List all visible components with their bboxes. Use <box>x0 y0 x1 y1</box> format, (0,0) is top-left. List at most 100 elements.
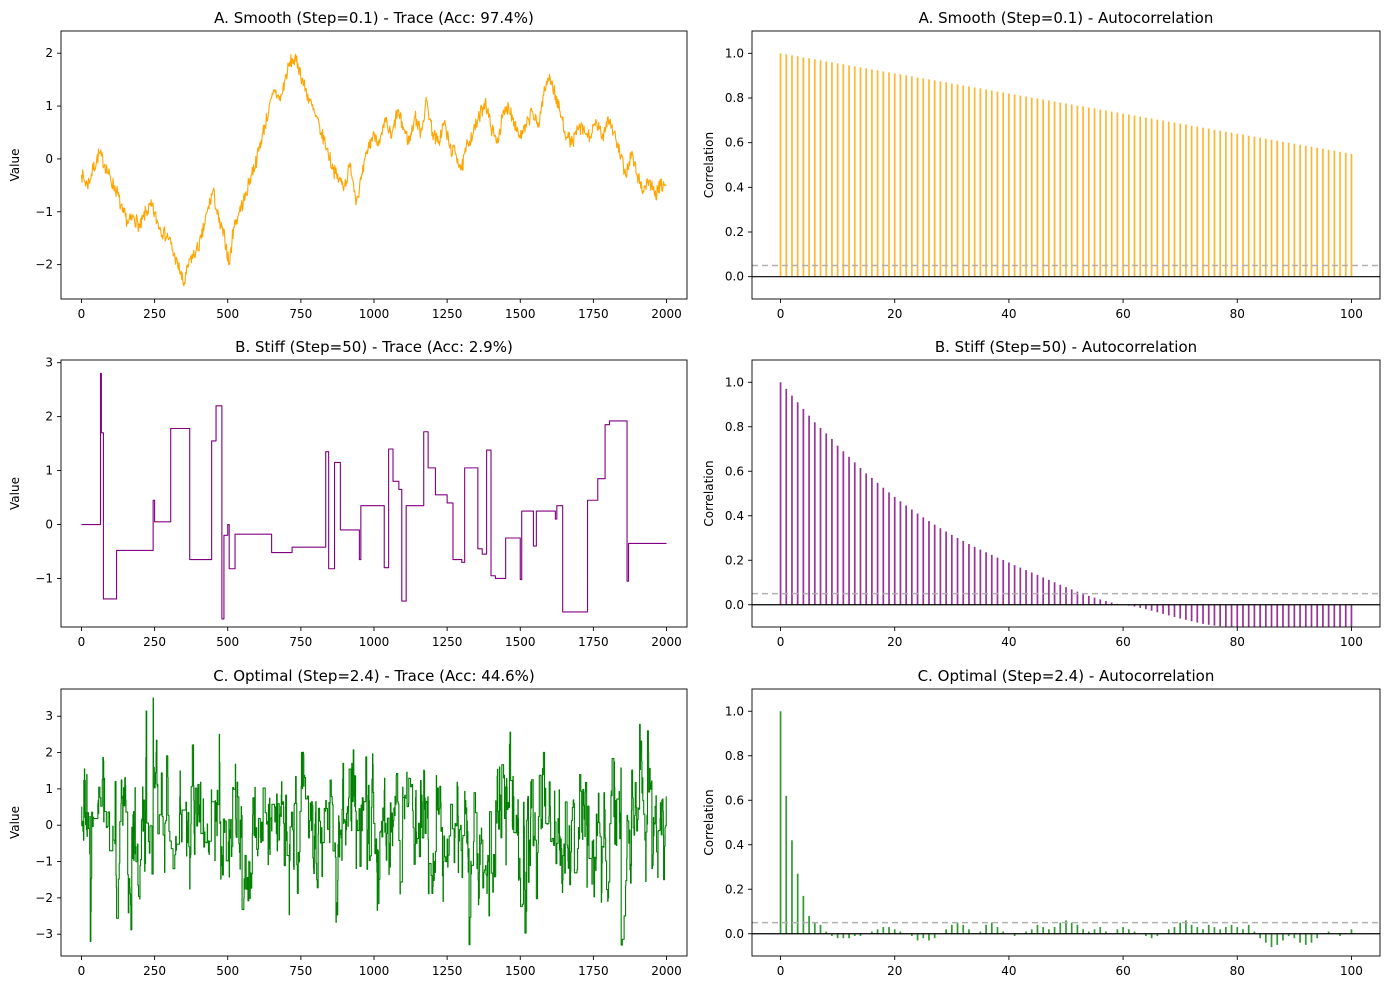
x-tick-label: 40 <box>1001 635 1016 649</box>
x-tick-label: 0 <box>78 964 86 978</box>
chart-title: B. Stiff (Step=50) - Trace (Acc: 2.9%) <box>235 338 513 356</box>
acf-bar <box>1162 604 1164 614</box>
acf-bar <box>1122 113 1124 277</box>
acf-bar <box>1270 604 1273 627</box>
acf-bar <box>1156 933 1159 936</box>
acf-bar <box>831 438 833 605</box>
x-tick-label: 20 <box>887 635 902 649</box>
x-tick-label: 80 <box>1230 635 1245 649</box>
y-tick-label: 0.0 <box>725 598 744 612</box>
acf-bar <box>973 87 976 277</box>
acf-bar <box>785 388 788 605</box>
acf-bar <box>1008 93 1010 277</box>
acf-bar <box>813 922 816 934</box>
y-tick-label: 0 <box>45 152 53 166</box>
acf-bar <box>945 531 947 605</box>
x-tick-label: 40 <box>1001 964 1016 978</box>
acf-bar <box>1093 929 1096 934</box>
acf-bar <box>1070 104 1073 277</box>
acf-bar <box>1242 929 1244 934</box>
acf-bar <box>853 66 856 277</box>
x-tick-label: 2000 <box>651 964 682 978</box>
acf-bar <box>1316 604 1319 627</box>
acf-bar <box>939 81 942 277</box>
acf-bar <box>956 538 959 605</box>
acf-bar <box>1327 149 1330 277</box>
y-tick-label: 1 <box>45 99 53 113</box>
x-tick-label: 1500 <box>505 964 536 978</box>
acf-bar <box>1150 118 1153 277</box>
x-tick-label: 1500 <box>505 635 536 649</box>
axes-frame <box>751 359 1381 628</box>
acf-bar <box>1344 152 1347 277</box>
acf-bar <box>1167 604 1170 616</box>
acf-bar <box>1030 572 1033 605</box>
acf-bar <box>1333 150 1336 277</box>
acf-bar <box>1282 604 1284 627</box>
acf-bar <box>888 927 890 934</box>
acf-bar <box>1150 933 1153 939</box>
x-tick-label: 0 <box>78 635 86 649</box>
acf-bar <box>1327 931 1330 934</box>
acf-bar <box>1247 604 1250 627</box>
acf-bar <box>1287 604 1290 627</box>
y-tick-label: 0 <box>45 518 53 532</box>
acf-bar <box>808 58 810 277</box>
acf-bar <box>1082 929 1084 934</box>
acf-bar <box>1065 103 1067 277</box>
acf-bar <box>796 56 799 277</box>
acf-bar <box>791 395 793 605</box>
acf-bar <box>1282 141 1284 277</box>
acf-bar <box>1042 577 1045 605</box>
acf-bar <box>962 924 965 934</box>
acf-bar <box>882 927 885 934</box>
acf-bar <box>871 69 873 277</box>
acf-bar <box>1270 139 1273 277</box>
acf-bar <box>1344 604 1347 627</box>
acf-bar <box>808 415 810 605</box>
x-tick-label: 250 <box>143 964 166 978</box>
acf-bar <box>859 67 862 277</box>
y-tick-label: 3 <box>45 356 53 370</box>
acf-bar <box>1059 584 1062 605</box>
chart-traceC: 0 250 500 750 1000 1250 1500 1750 2000 −3 −2 −1 0 1 2 3… <box>8 667 688 978</box>
acf-bar <box>1310 933 1313 943</box>
acf-bar <box>985 552 987 605</box>
acf-bar <box>1116 929 1119 934</box>
acf-bar <box>1145 117 1147 277</box>
acf-bar <box>1264 933 1267 943</box>
acf-bar <box>1042 99 1045 277</box>
acf-bar <box>1259 604 1261 627</box>
acf-bar <box>1213 927 1216 934</box>
acf-bar <box>1167 929 1170 934</box>
acf-bar <box>1236 604 1239 627</box>
acf-bar <box>1099 599 1102 605</box>
acf-bar <box>899 931 902 934</box>
acf-bar <box>1213 129 1216 277</box>
acf-bar <box>1304 145 1307 277</box>
acf-bar <box>1190 604 1193 622</box>
acf-bar <box>825 931 828 934</box>
x-tick-label: 1250 <box>432 635 463 649</box>
acf-bar <box>1190 924 1193 934</box>
acf-bar <box>796 873 799 934</box>
acf-bar <box>1253 931 1256 934</box>
acf-bar <box>933 524 936 605</box>
acf-bar <box>1013 565 1016 605</box>
y-tick-label: 2 <box>45 746 53 760</box>
acf-bar <box>1116 112 1119 277</box>
x-tick-label: 2000 <box>651 307 682 321</box>
acf-bar <box>916 513 919 605</box>
y-tick-label: 1 <box>45 464 53 478</box>
acf-bar <box>1253 136 1256 277</box>
acf-bar <box>928 79 930 277</box>
acf-bar <box>905 75 908 277</box>
y-axis-label: Value <box>8 149 22 182</box>
x-tick-label: 80 <box>1230 307 1245 321</box>
y-tick-label: −2 <box>35 891 53 905</box>
acf-bar <box>1008 562 1010 605</box>
x-tick-label: 500 <box>216 307 239 321</box>
acf-bar <box>1087 931 1090 934</box>
acf-bar <box>916 933 919 941</box>
